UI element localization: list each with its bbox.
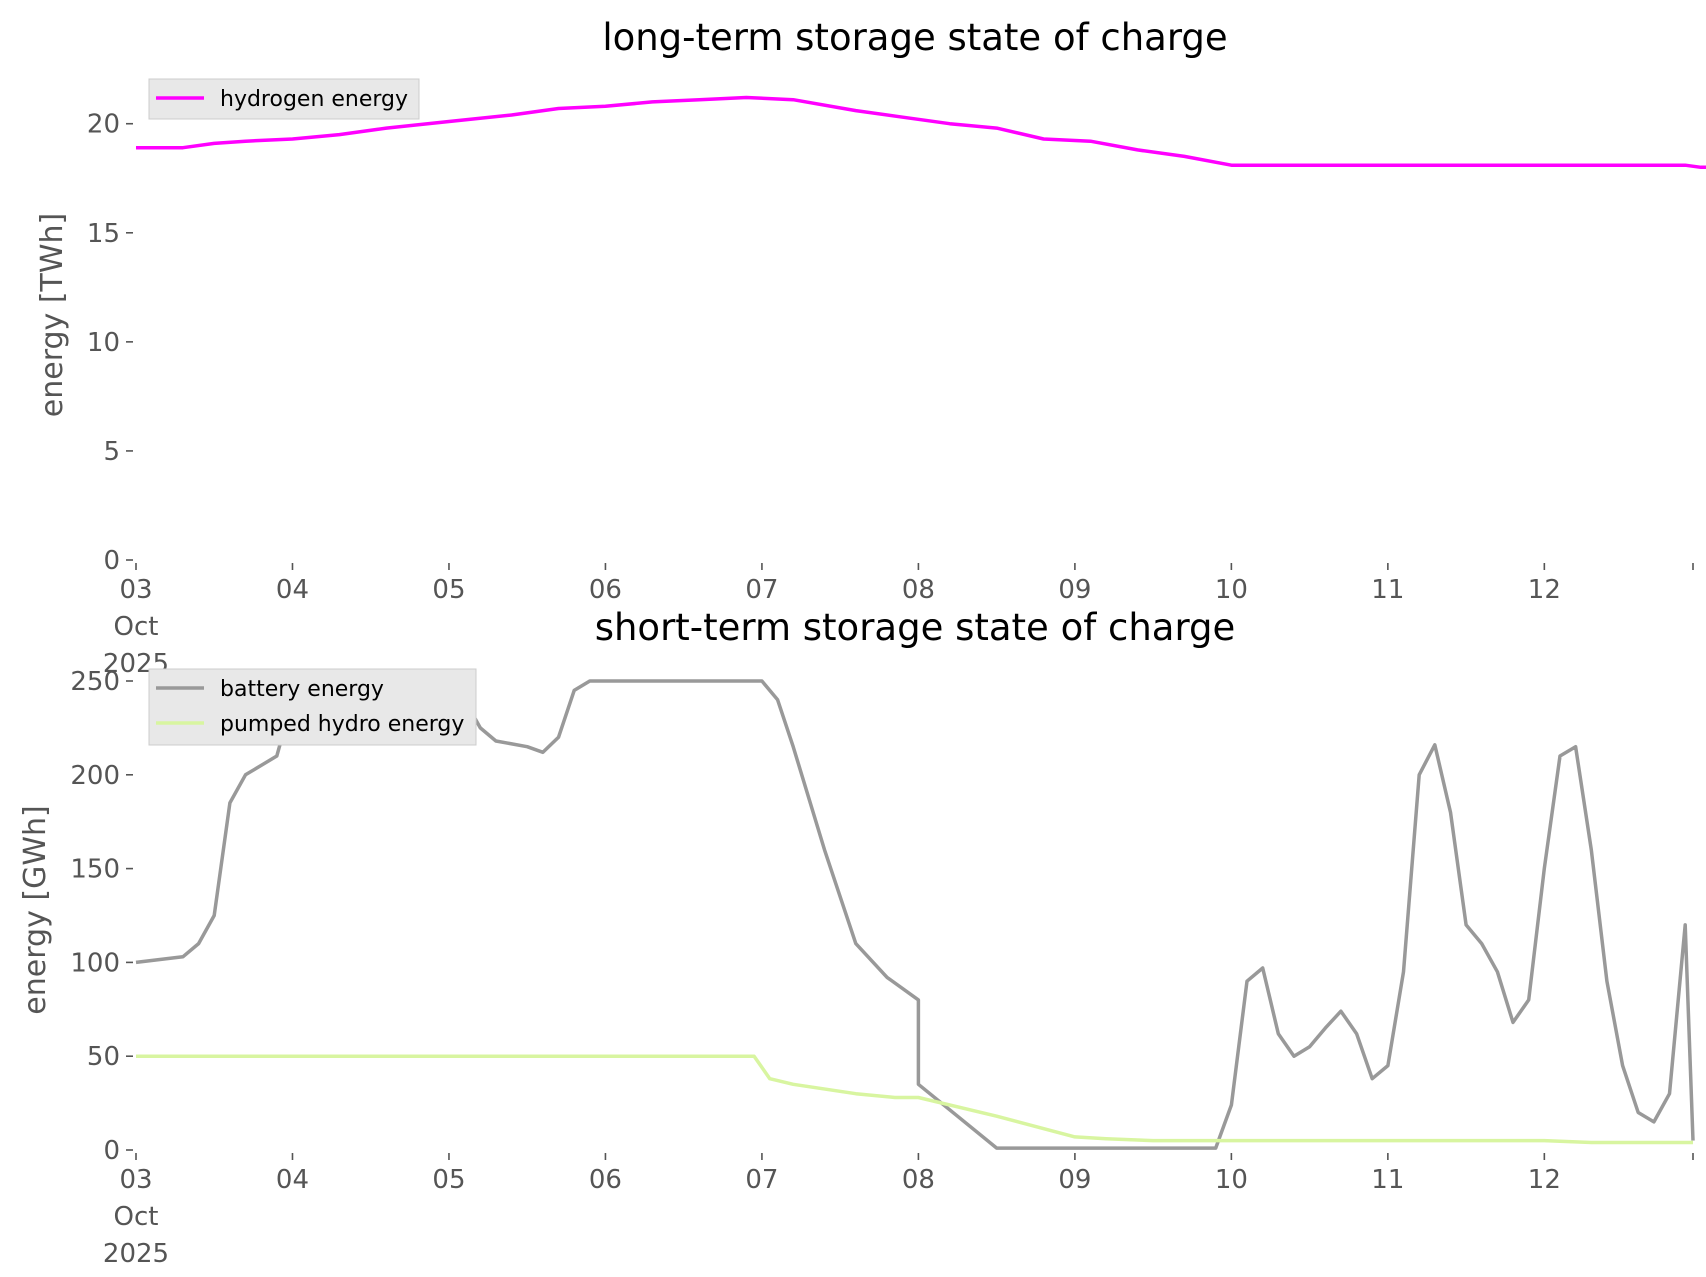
x-tick-label: 11	[1371, 575, 1404, 605]
legend-label-hydrogen: hydrogen energy	[220, 87, 408, 112]
series-line-pumped-hydro-energy	[136, 1054, 1693, 1145]
x-tick-label: 10	[1215, 1165, 1248, 1195]
chart-title: short-term storage state of charge	[595, 606, 1236, 649]
x-ticks: 03 Oct 2025 04 05 06 07 08 09 10 11 12	[103, 563, 1694, 679]
x-tick-label: 12	[1528, 1165, 1561, 1195]
y-tick-label: 15	[87, 219, 120, 249]
chart-short-term: short-term storage state of charge energ…	[18, 606, 1695, 1269]
series-line-hydrogen-energy	[136, 95, 1706, 170]
x-tick-label: 05	[432, 575, 465, 605]
x-tick-label: 10	[1215, 575, 1248, 605]
y-ticks: 0 50 100 150 200 250	[70, 667, 133, 1166]
x-tick-label: 08	[902, 1165, 935, 1195]
chart-long-term: long-term storage state of charge energy…	[35, 16, 1706, 679]
x-tick-label: 03 Oct 2025	[103, 575, 169, 679]
x-ticks: 03 Oct 2025 04 05 06 07 08 09 10 11 12	[103, 1153, 1694, 1269]
series-lines	[135, 679, 1695, 1150]
x-tick-label: 04	[276, 1165, 309, 1195]
legend-label-battery: battery energy	[220, 677, 384, 702]
chart-title: long-term storage state of charge	[602, 16, 1227, 59]
y-axis-label: energy [GWh]	[18, 805, 53, 1014]
y-tick-label: 250	[70, 667, 120, 697]
y-ticks: 0 5 10 15 20	[87, 110, 133, 576]
series-line-battery-energy	[135, 679, 1695, 1150]
y-tick-label: 50	[87, 1042, 120, 1072]
x-tick-label: 03 Oct 2025	[103, 1165, 169, 1269]
legend-box	[148, 668, 477, 746]
y-tick-label: 20	[87, 110, 120, 140]
y-tick-label: 10	[87, 328, 120, 358]
x-tick-label: 06	[589, 575, 622, 605]
y-tick-label: 0	[103, 1136, 120, 1166]
x-tick-label: 11	[1371, 1165, 1404, 1195]
x-tick-label: 12	[1528, 575, 1561, 605]
x-tick-label: 09	[1058, 575, 1091, 605]
x-tick-label: 05	[432, 1165, 465, 1195]
legend-label-pumped-hydro: pumped hydro energy	[220, 712, 464, 737]
x-tick-label: 08	[902, 575, 935, 605]
legend: battery energy pumped hydro energy	[148, 668, 477, 746]
x-tick-label: 06	[589, 1165, 622, 1195]
y-tick-label: 5	[103, 437, 120, 467]
x-tick-label: 07	[745, 575, 778, 605]
x-tick-label: 07	[745, 1165, 778, 1195]
y-axis-label: energy [TWh]	[35, 213, 70, 417]
x-tick-label: 09	[1058, 1165, 1091, 1195]
y-tick-label: 0	[103, 546, 120, 576]
x-tick-label: 04	[276, 575, 309, 605]
y-tick-label: 200	[70, 761, 120, 791]
legend: hydrogen energy	[148, 78, 420, 120]
series-lines	[136, 95, 1706, 170]
y-tick-label: 100	[70, 948, 120, 978]
y-tick-label: 150	[70, 855, 120, 885]
